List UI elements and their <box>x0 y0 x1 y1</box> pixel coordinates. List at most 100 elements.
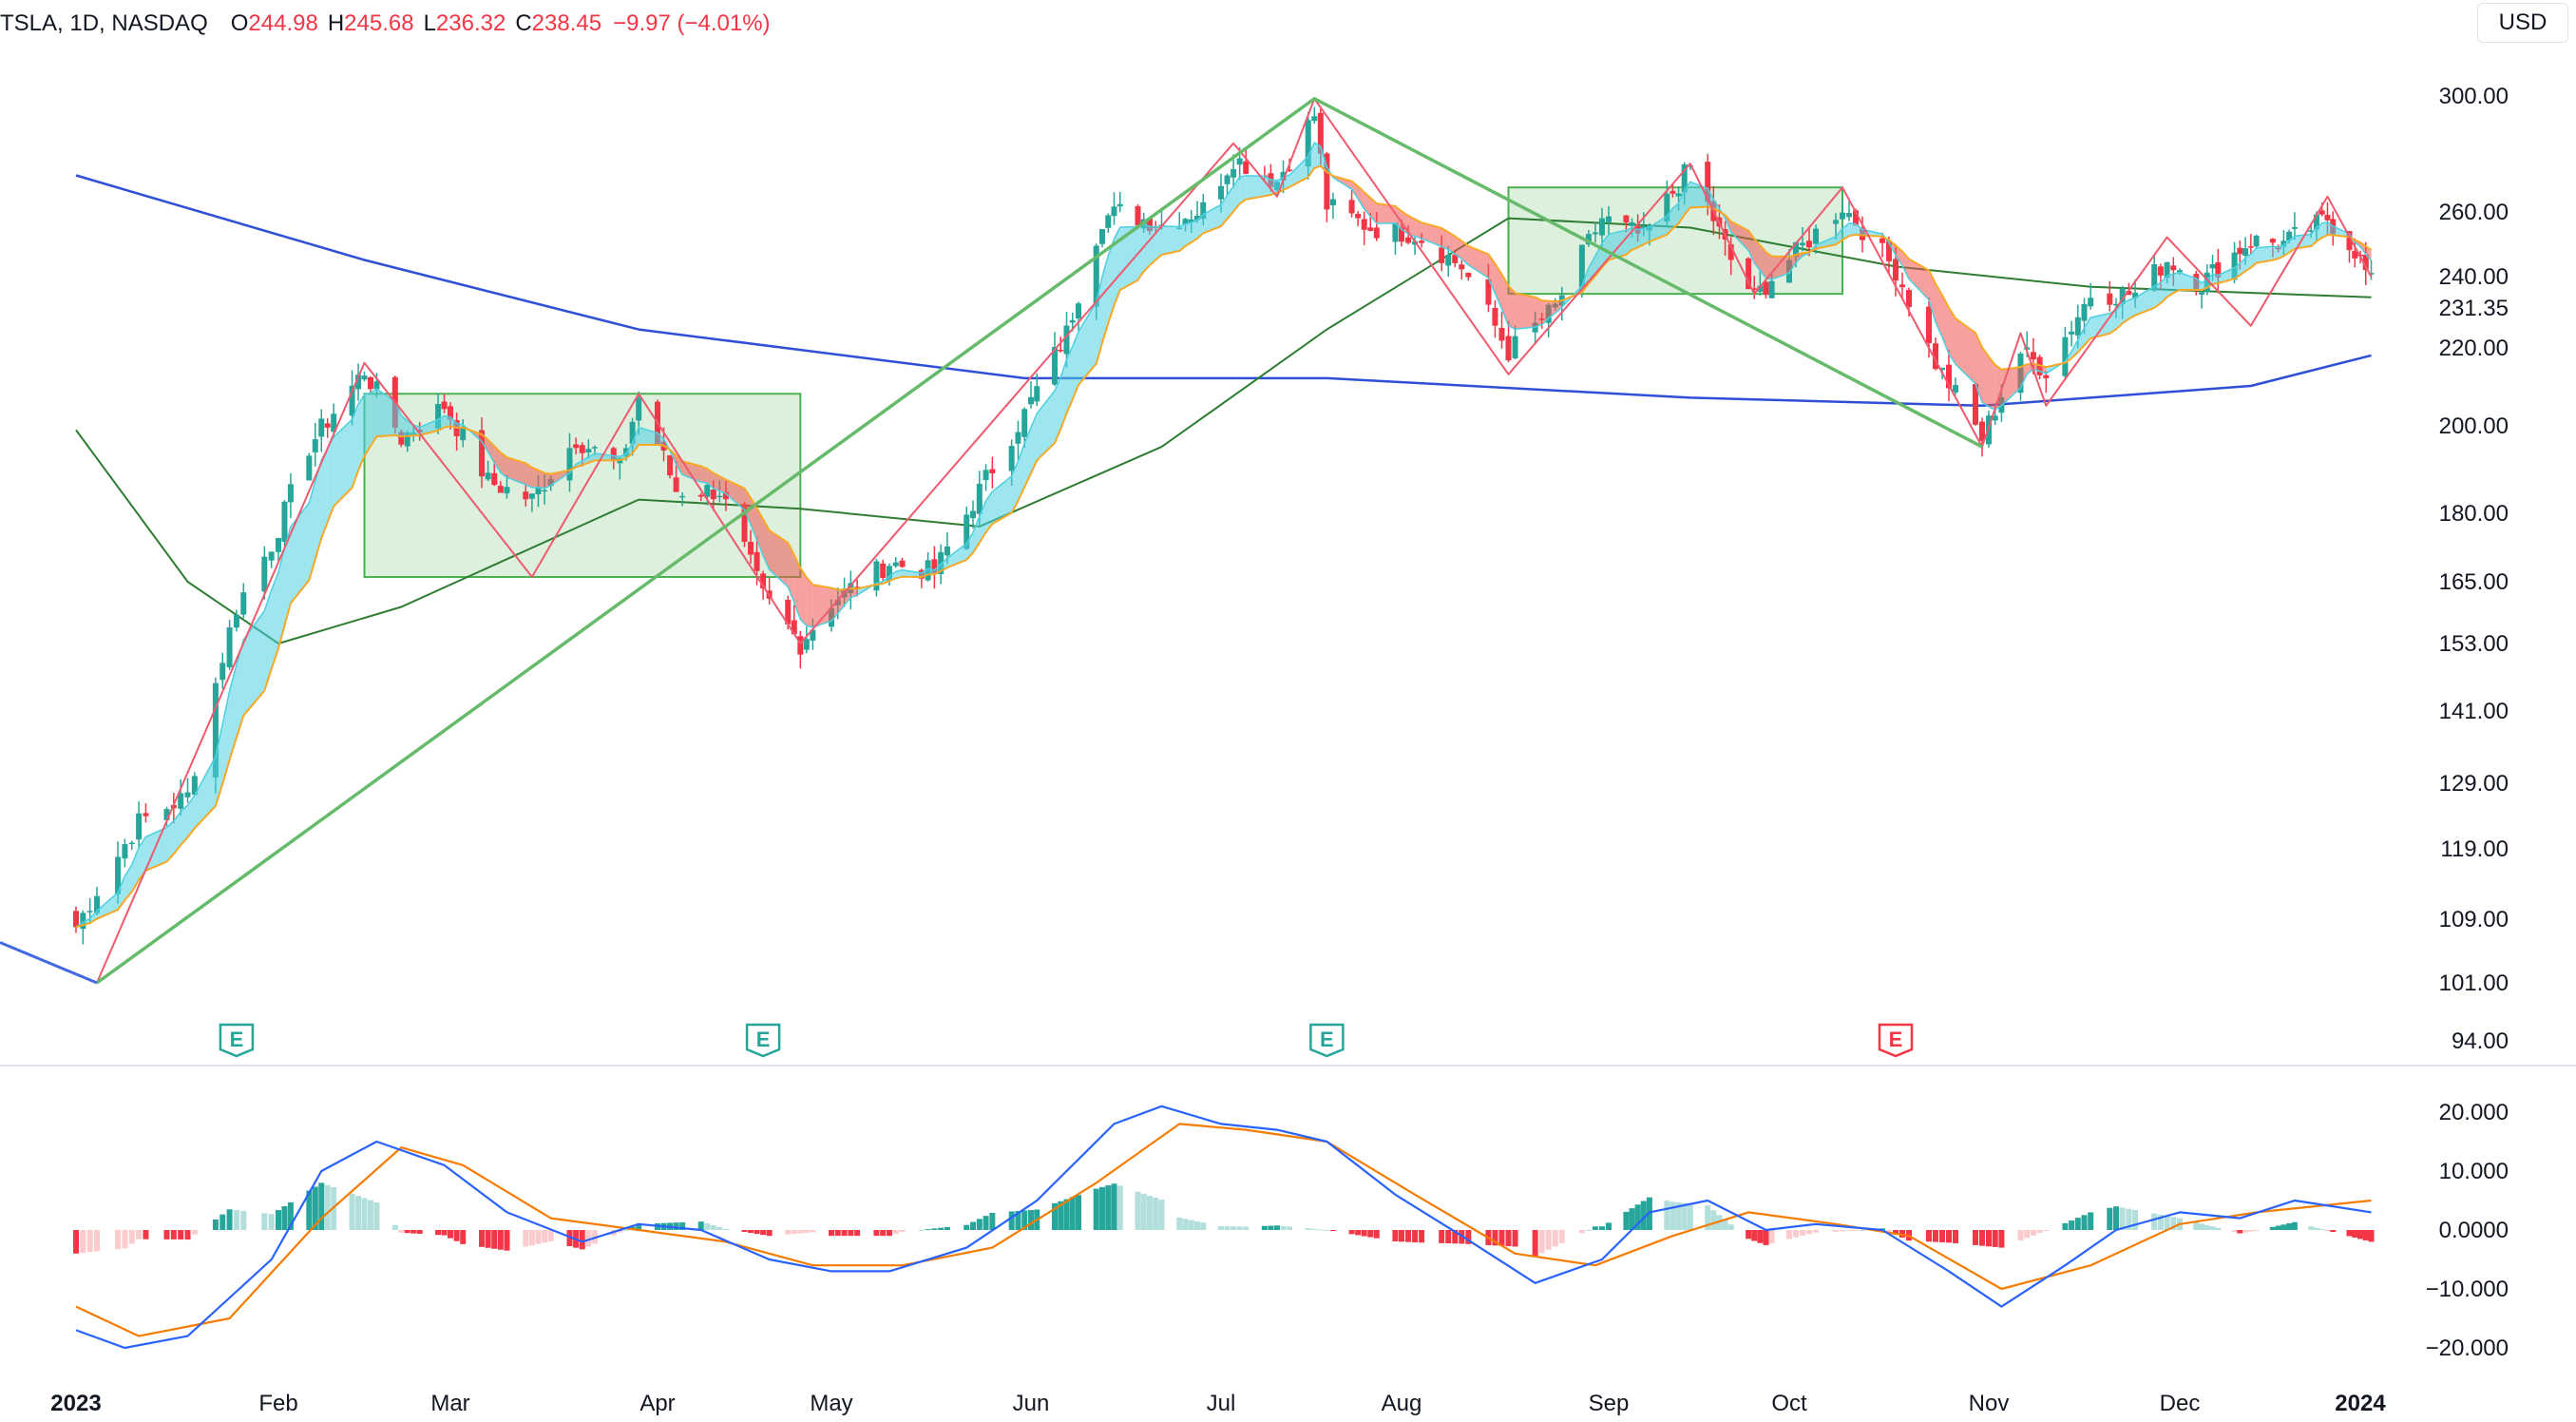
candle-body <box>1906 290 1912 307</box>
ribbon-segment <box>1555 300 1562 314</box>
candle-body <box>479 430 486 477</box>
currency-selector[interactable]: USD <box>2477 3 2568 43</box>
ribbon-segment <box>500 452 507 478</box>
time-axis: 2023 Feb Mar Apr May Jun Jul Aug Sep Oct Nov Dec 202… <box>50 1391 2386 1416</box>
candle <box>1015 420 1021 461</box>
price-tick-label: 240.00 <box>2439 264 2509 290</box>
ribbon-segment <box>1816 236 1836 249</box>
macd-histogram-bar <box>435 1230 442 1236</box>
ribbon-segment <box>985 491 993 532</box>
candle-body <box>2113 303 2119 306</box>
candle <box>1687 164 1693 170</box>
macd-histogram-bar <box>1176 1217 1183 1230</box>
macd-histogram-bar <box>1552 1230 1558 1247</box>
ribbon-segment <box>364 393 371 456</box>
candle-body <box>1681 163 1688 193</box>
macd-histogram-bar <box>1946 1230 1952 1243</box>
ribbon-segment <box>713 472 720 491</box>
candle-body <box>899 560 906 567</box>
macd-histogram-bar <box>1392 1230 1399 1241</box>
macd-histogram-bar <box>622 1229 629 1231</box>
candle-body <box>2157 266 2164 276</box>
candle-body <box>1675 193 1682 197</box>
macd-histogram-bar <box>233 1210 239 1230</box>
candle-body <box>441 401 448 410</box>
candle-body <box>938 551 945 575</box>
ribbon-segment <box>1191 220 1197 242</box>
candle-body <box>1367 227 1374 231</box>
candle-body <box>1224 175 1231 184</box>
candle <box>931 546 938 589</box>
macd-histogram-bar <box>1578 1230 1585 1234</box>
candle <box>1224 173 1231 197</box>
candle <box>1311 106 1318 125</box>
macd-histogram-bar <box>1268 1225 1274 1230</box>
ribbon-segment <box>1936 283 1942 337</box>
candle-body <box>566 448 573 481</box>
ribbon-segment <box>1975 333 1982 403</box>
candle <box>1585 229 1592 247</box>
earnings-marker-2[interactable]: E <box>745 1023 781 1058</box>
ribbon-segment <box>1849 222 1856 237</box>
macd-histogram-bar <box>136 1230 143 1239</box>
macd-histogram-bar <box>1670 1201 1676 1230</box>
candle-body <box>268 551 275 561</box>
macd-histogram-bar <box>349 1193 355 1230</box>
earnings-marker-3[interactable]: E <box>1309 1023 1345 1058</box>
macd-histogram-bar <box>1716 1215 1723 1230</box>
last-price-label: 231.35 <box>2439 296 2509 321</box>
candle <box>873 558 880 597</box>
candle <box>2107 280 2113 312</box>
candle <box>2199 289 2205 309</box>
macd-histogram-bar <box>2119 1207 2126 1230</box>
macd-histogram-bar <box>1311 1228 1318 1230</box>
candle-body <box>785 600 792 625</box>
candle-body <box>1405 237 1412 243</box>
macd-histogram-bar <box>1623 1211 1630 1230</box>
macd-histogram-bar <box>2036 1230 2043 1234</box>
ribbon-segment <box>544 472 551 489</box>
candle-body <box>573 444 580 449</box>
ribbon-segment <box>2154 282 2161 308</box>
open-label: O <box>230 10 249 36</box>
macd-histogram-bar <box>240 1210 247 1230</box>
macd-histogram-bar <box>1147 1195 1153 1230</box>
macd-histogram-bar <box>416 1230 423 1235</box>
time-tick-label: Feb <box>258 1391 297 1416</box>
macd-histogram-bar <box>1194 1220 1200 1230</box>
macd-histogram-bar <box>760 1230 767 1236</box>
macd-histogram-bar <box>1140 1193 1147 1230</box>
candle-body <box>1459 264 1465 270</box>
macd-tick-label: −10.000 <box>2426 1277 2509 1302</box>
candle-body <box>667 455 674 476</box>
macd-histogram-bar <box>312 1186 318 1230</box>
earnings-marker-4[interactable]: E <box>1878 1023 1914 1058</box>
macd-histogram-bar <box>2069 1220 2075 1230</box>
earnings-marker-1[interactable]: E <box>219 1023 255 1058</box>
candle-body <box>1800 242 1805 245</box>
macd-histogram-bar <box>523 1230 529 1247</box>
macd-histogram-bar <box>1093 1188 1099 1230</box>
macd-histogram-bar <box>1317 1229 1324 1231</box>
ribbon-segment <box>1771 256 1789 279</box>
ribbon-segment <box>264 589 272 691</box>
ribbon-segment <box>1066 346 1073 413</box>
macd-histogram-bar <box>170 1230 177 1239</box>
macd-histogram-bar <box>391 1224 398 1230</box>
ribbon-segment <box>1488 254 1496 294</box>
candle-body <box>1348 200 1355 214</box>
candle-body <box>1373 227 1380 239</box>
earnings-badge <box>1878 1023 1914 1058</box>
candle-body <box>579 445 585 453</box>
candle <box>1757 270 1764 296</box>
macd-histogram-bar <box>1800 1230 1805 1236</box>
candle <box>523 483 529 508</box>
macd-histogram-bar <box>1512 1230 1518 1247</box>
ribbon-segment <box>2173 272 2180 294</box>
ribbon-segment <box>229 664 237 760</box>
candle-body <box>2151 264 2158 291</box>
macd-histogram-bar <box>785 1230 792 1235</box>
price-axis: 300.00 260.00 240.00 220.00 200.00 180.00 165.… <box>2439 84 2509 1054</box>
macd-histogram-bar <box>944 1226 950 1230</box>
